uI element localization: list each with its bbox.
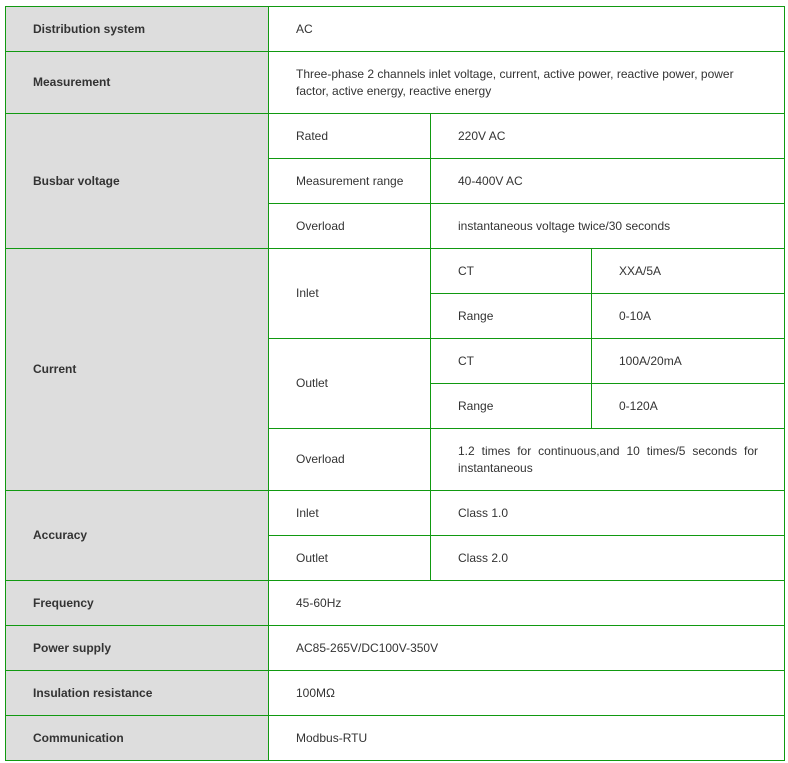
sub-label: Outlet bbox=[268, 535, 431, 581]
cell-value: 100MΩ bbox=[267, 670, 786, 716]
cell-value: Class 2.0 bbox=[429, 535, 786, 581]
sub-label: Rated bbox=[268, 113, 431, 159]
cell-value: 40-400V AC bbox=[429, 158, 786, 204]
table-row: Outlet CT 100A/20mA bbox=[6, 338, 786, 429]
table-row: Range 0-120A bbox=[6, 383, 786, 429]
table-row: Power supply AC85-265V/DC100V-350V bbox=[5, 625, 786, 671]
table-row: Communication Modbus-RTU bbox=[5, 715, 786, 761]
table-row: Distribution system AC bbox=[5, 6, 786, 52]
table-row: Outlet Class 2.0 bbox=[6, 535, 786, 581]
spec-table: Distribution system AC Measurement Three-p… bbox=[5, 6, 786, 761]
cell-value: AC bbox=[267, 6, 786, 52]
row-label: Current bbox=[5, 248, 269, 491]
sub-label: Range bbox=[430, 383, 592, 429]
row-label: Frequency bbox=[5, 580, 269, 626]
cell-value: Class 1.0 bbox=[429, 490, 786, 536]
sub-label: CT bbox=[430, 248, 592, 294]
cell-value: instantaneous voltage twice/30 seconds bbox=[429, 203, 786, 249]
table-row: Current Inlet CT XXA/5A bbox=[5, 248, 786, 491]
table-row: Frequency 45-60Hz bbox=[5, 580, 786, 626]
row-label: Communication bbox=[5, 715, 269, 761]
row-label: Busbar voltage bbox=[5, 113, 269, 249]
sub-label: Overload bbox=[268, 203, 431, 249]
cell-value: 220V AC bbox=[429, 113, 786, 159]
row-label: Measurement bbox=[5, 51, 269, 114]
cell-value: XXA/5A bbox=[590, 248, 786, 294]
table-row: Measurement Three-phase 2 channels inlet … bbox=[5, 51, 786, 114]
sub-label: CT bbox=[430, 338, 592, 384]
sub-label: Outlet bbox=[268, 338, 431, 429]
cell-value: 100A/20mA bbox=[590, 338, 786, 384]
cell-value: Three-phase 2 channels inlet voltage, cu… bbox=[267, 51, 786, 114]
row-label: Accuracy bbox=[5, 490, 269, 581]
cell-value: 45-60Hz bbox=[267, 580, 786, 626]
row-label: Insulation resistance bbox=[5, 670, 269, 716]
cell-value: 1.2 times for continuous,and 10 times/5 … bbox=[429, 428, 786, 491]
cell-value: AC85-265V/DC100V-350V bbox=[267, 625, 786, 671]
table-row: Accuracy Inlet Class 1.0 bbox=[5, 490, 786, 581]
table-row: Measurement range 40-400V AC bbox=[6, 158, 786, 204]
cell-value: Modbus-RTU bbox=[267, 715, 786, 761]
row-label: Distribution system bbox=[5, 6, 269, 52]
sub-label: Range bbox=[430, 293, 592, 339]
table-row: Range 0-10A bbox=[6, 293, 786, 339]
table-row: Overload 1.2 times for continuous,and 10 … bbox=[6, 428, 786, 491]
cell-value: 0-120A bbox=[590, 383, 786, 429]
cell-value: 0-10A bbox=[590, 293, 786, 339]
table-row: Overload instantaneous voltage twice/30 s… bbox=[6, 203, 786, 249]
sub-label: Inlet bbox=[268, 248, 431, 339]
table-row: Insulation resistance 100MΩ bbox=[5, 670, 786, 716]
table-row: Busbar voltage Rated 220V AC bbox=[5, 113, 786, 249]
sub-label: Measurement range bbox=[268, 158, 431, 204]
row-label: Power supply bbox=[5, 625, 269, 671]
sub-label: Overload bbox=[268, 428, 431, 491]
sub-label: Inlet bbox=[268, 490, 431, 536]
